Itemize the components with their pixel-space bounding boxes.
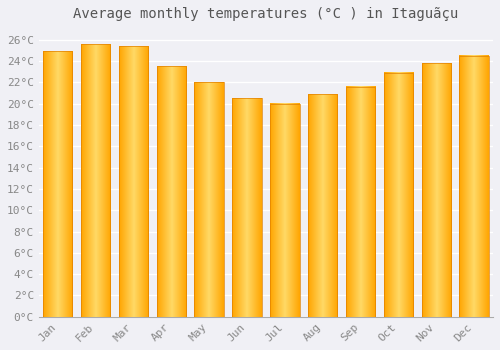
Bar: [384, 73, 413, 317]
Bar: [460, 56, 489, 317]
Bar: [422, 63, 451, 317]
Bar: [194, 82, 224, 317]
Bar: [156, 66, 186, 317]
Title: Average monthly temperatures (°C ) in Itaguãçu: Average monthly temperatures (°C ) in It…: [74, 7, 458, 21]
Bar: [43, 51, 72, 317]
Bar: [118, 46, 148, 317]
Bar: [81, 44, 110, 317]
Bar: [232, 98, 262, 317]
Bar: [308, 94, 338, 317]
Bar: [270, 104, 300, 317]
Bar: [346, 86, 376, 317]
